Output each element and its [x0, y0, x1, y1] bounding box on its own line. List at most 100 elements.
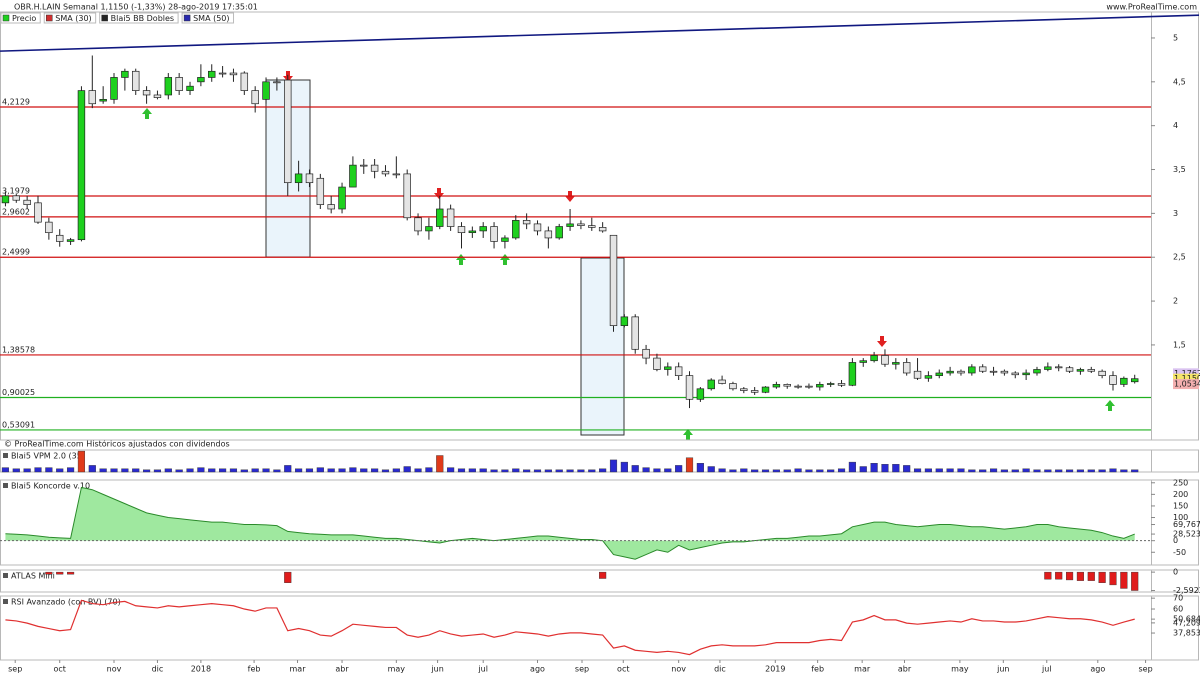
bar — [664, 468, 672, 473]
bar — [935, 468, 943, 473]
y-tick-label: 47,209 — [1173, 618, 1200, 627]
bar — [816, 469, 824, 473]
x-tick-label: sep — [1138, 665, 1152, 674]
y-tick-label: -50 — [1173, 548, 1186, 557]
y-tick-label: 69,767 — [1173, 520, 1200, 529]
candle-body — [468, 230, 477, 234]
candle-body — [490, 226, 498, 242]
candle-body — [761, 386, 770, 393]
bar — [989, 468, 998, 473]
candle-body — [262, 81, 270, 100]
candle-body — [1, 195, 10, 204]
x-tick-label: sep — [8, 665, 22, 674]
bar — [110, 468, 118, 473]
area-line — [5, 486, 1135, 560]
candle-body — [968, 366, 976, 374]
bar — [468, 468, 476, 473]
candle-body — [1033, 369, 1041, 374]
x-tick-label: sep — [575, 665, 589, 674]
bar — [414, 468, 422, 473]
candle-body — [783, 384, 791, 387]
candle-body — [826, 383, 835, 385]
bar — [295, 468, 303, 473]
bar — [1044, 571, 1052, 580]
candle-body — [685, 375, 694, 400]
candle-body — [99, 99, 107, 102]
legend-box — [99, 12, 179, 24]
candle-body — [750, 390, 759, 393]
bar — [892, 464, 900, 473]
candle-body — [1130, 378, 1139, 383]
y-tick-label: 60 — [1173, 605, 1183, 614]
price-tag — [1173, 373, 1199, 384]
bar — [1109, 571, 1117, 586]
bar — [913, 468, 922, 473]
y-tick-label: 3 — [1173, 209, 1178, 218]
candle-body — [305, 173, 314, 184]
bar — [827, 469, 835, 473]
bar — [707, 466, 715, 473]
candle-body — [240, 72, 249, 91]
bar — [143, 469, 151, 473]
candle-body — [34, 202, 42, 223]
candle-body — [360, 164, 368, 167]
candle-body — [837, 383, 846, 386]
bar — [761, 469, 770, 473]
candle-body — [512, 220, 520, 239]
legend-label: SMA (50) — [193, 14, 229, 23]
legend-label: SMA (30) — [55, 14, 91, 23]
x-tick-label: jul — [1041, 665, 1052, 674]
panel-icon — [3, 453, 8, 458]
bar — [740, 468, 748, 473]
panel-title: RSI Avanzado (con BV) (70) — [11, 598, 121, 607]
candle-body — [588, 225, 596, 228]
bar — [284, 465, 292, 473]
legend-swatch — [183, 14, 191, 22]
bar — [208, 468, 216, 473]
candle-body — [457, 226, 466, 234]
bar — [979, 469, 987, 473]
bar — [903, 465, 911, 473]
candle-body — [153, 94, 162, 98]
bar — [555, 469, 563, 473]
candle-body — [501, 237, 509, 242]
bar — [1098, 571, 1106, 583]
panel-title: ATLAS Mini — [11, 572, 55, 581]
bar — [219, 468, 227, 473]
candle-body — [446, 208, 455, 227]
level-label: 0,90025 — [2, 388, 35, 397]
bar — [523, 469, 531, 473]
bar — [1065, 571, 1074, 581]
bar — [620, 461, 628, 473]
bar — [881, 464, 889, 473]
bar — [12, 468, 20, 473]
x-tick-label: ago — [1090, 665, 1105, 674]
candle-body — [946, 370, 954, 374]
bar — [1033, 469, 1041, 473]
candle-body — [110, 77, 118, 100]
bar — [968, 469, 976, 473]
price-tag-label: 1,1150 — [1174, 374, 1200, 383]
bar — [837, 468, 846, 473]
legend-label: Blai5 BB Dobles — [111, 14, 174, 23]
trend-line — [0, 14, 1200, 52]
bar — [381, 469, 390, 473]
candle-body — [273, 81, 281, 84]
candle-body — [902, 362, 911, 374]
candle-body — [1087, 369, 1095, 372]
highlight-box — [580, 257, 625, 436]
candle-body — [881, 355, 889, 365]
candle-body — [208, 70, 216, 78]
candle-body — [479, 226, 487, 232]
axis-frame — [1151, 11, 1199, 441]
panel-title: Blai5 VPM 2.0 (35) — [11, 452, 85, 461]
y-tick-label: 200 — [1173, 490, 1188, 499]
candle-body — [707, 379, 715, 390]
candle-body — [978, 366, 987, 372]
candle-body — [1054, 366, 1063, 369]
buy-arrow — [456, 254, 466, 265]
bar — [653, 468, 661, 473]
panel-icon — [3, 483, 8, 488]
candle-body — [1065, 367, 1074, 372]
bar — [609, 459, 618, 473]
